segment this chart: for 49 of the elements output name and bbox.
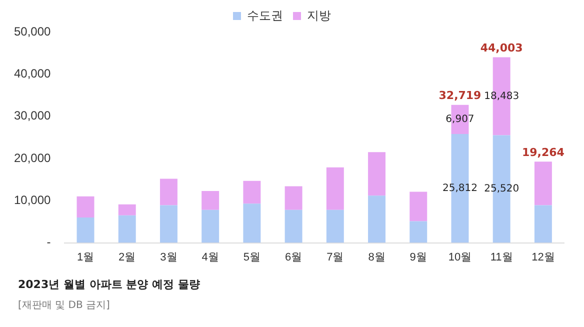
y-tick-label: 10,000 [14,192,52,207]
total-label: 44,003 [480,42,523,55]
bar [534,162,552,206]
x-tick-label: 10월 [448,251,472,264]
text: [재판매 및 DB 금지] [18,299,110,312]
data-label: 25,520 [484,184,520,195]
x-tick-label: 9월 [410,251,427,264]
bar [326,210,344,243]
bar [243,204,261,243]
legend-label: 지방 [307,8,331,22]
y-tick-label: 50,000 [14,24,52,38]
bar [76,218,94,243]
bar [368,152,386,196]
bar [160,178,178,206]
bar [534,205,552,243]
total-label: 32,719 [438,89,482,102]
total-label: 19,264 [522,146,565,159]
x-tick-label: 7월 [326,251,344,264]
data-label: 6,907 [446,114,474,126]
bar [368,196,386,243]
text: 2023년 월별 아파트 분양 예정 물량 [18,277,200,292]
x-tick-label: 6월 [284,251,302,264]
x-tick-label: 2월 [118,251,136,264]
data-label: 18,483 [484,90,520,102]
bar [160,205,178,243]
bar [243,180,261,204]
bar [326,167,344,210]
x-tick-label: 3월 [160,251,178,264]
bar [202,190,220,210]
x-tick-label: 11월 [490,251,513,264]
x-tick-label: 8월 [368,251,386,264]
y-tick-label: - [46,235,51,250]
x-tick-label: 1월 [76,251,94,264]
bar [76,196,94,218]
x-tick-label: 12월 [532,251,555,264]
bar [284,186,302,210]
bar [118,215,136,243]
bar [118,204,136,216]
bar [410,221,428,243]
bar [284,210,302,243]
x-tick-label: 4월 [202,251,219,264]
y-tick-label: 20,000 [14,150,52,165]
y-tick-label: 30,000 [14,108,52,123]
data-label: 25,812 [442,182,478,194]
bar [410,192,428,222]
y-tick-label: 40,000 [14,66,52,80]
legend-label: 수도권 [247,8,283,22]
bar [202,210,220,243]
x-tick-label: 5월 [243,251,260,264]
